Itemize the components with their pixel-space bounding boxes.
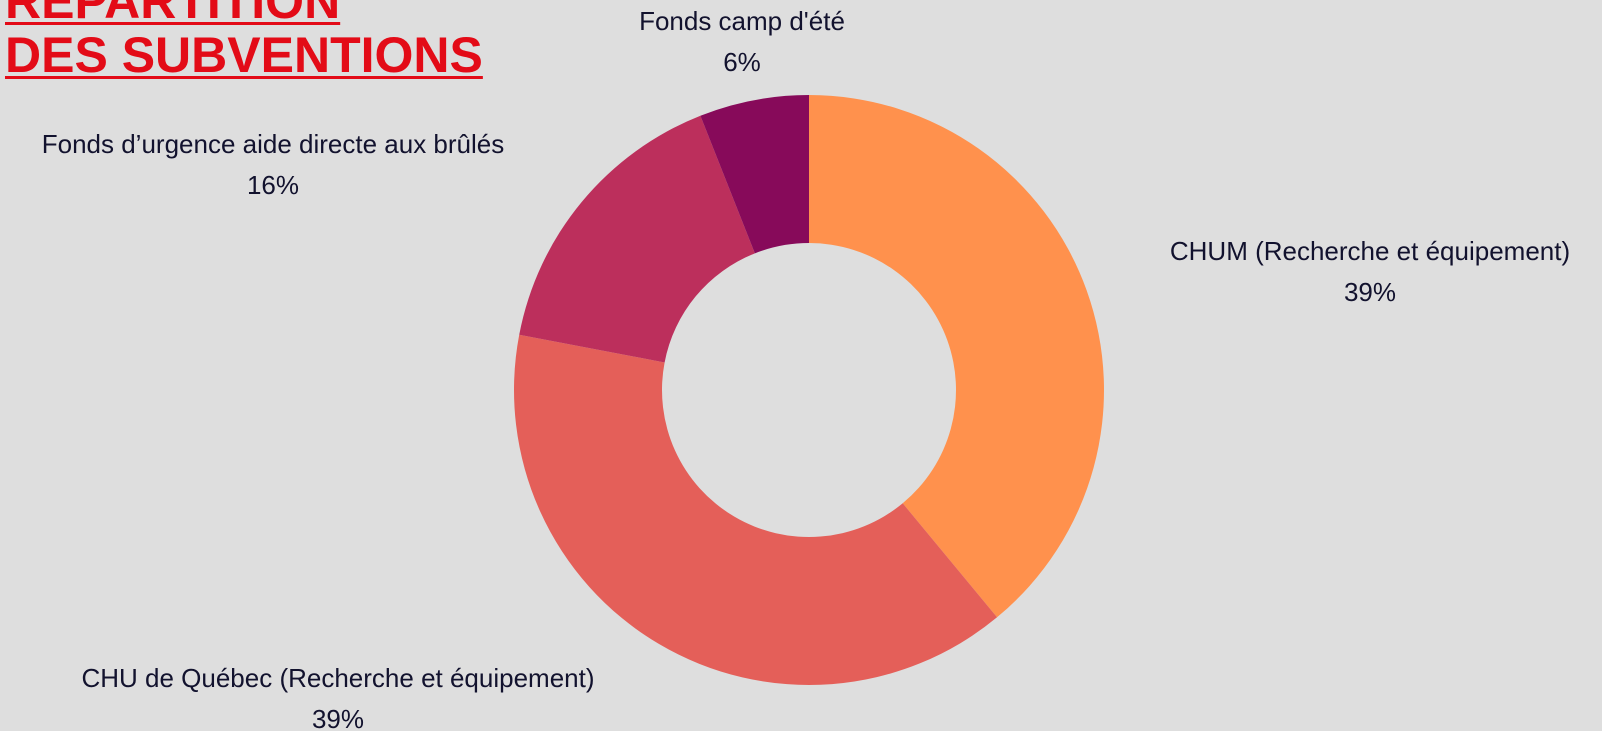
slice-label-name-1: CHUM (Recherche et équipement) bbox=[1170, 236, 1570, 266]
chart-title-line-1: RÉPARTITION bbox=[5, 0, 341, 29]
slice-label-value-2: 39% bbox=[312, 704, 364, 731]
donut-slice-2 bbox=[514, 334, 998, 685]
slice-label-value-4: 6% bbox=[723, 47, 761, 77]
donut-slice-3 bbox=[519, 115, 755, 363]
slice-label-value-1: 39% bbox=[1344, 277, 1396, 307]
chart-title-line-2: DES SUBVENTIONS bbox=[5, 27, 483, 83]
slice-label-name-4: Fonds camp d'été bbox=[639, 6, 845, 36]
slice-label-value-3: 16% bbox=[247, 170, 299, 200]
donut-slice-4 bbox=[700, 95, 809, 254]
slice-label-name-3: Fonds d’urgence aide directe aux brûlés bbox=[42, 129, 505, 159]
chart-title: RÉPARTITION DES SUBVENTIONS bbox=[5, 0, 483, 82]
slice-label-name-2: CHU de Québec (Recherche et équipement) bbox=[81, 663, 594, 693]
donut-slice-1 bbox=[809, 95, 1104, 618]
